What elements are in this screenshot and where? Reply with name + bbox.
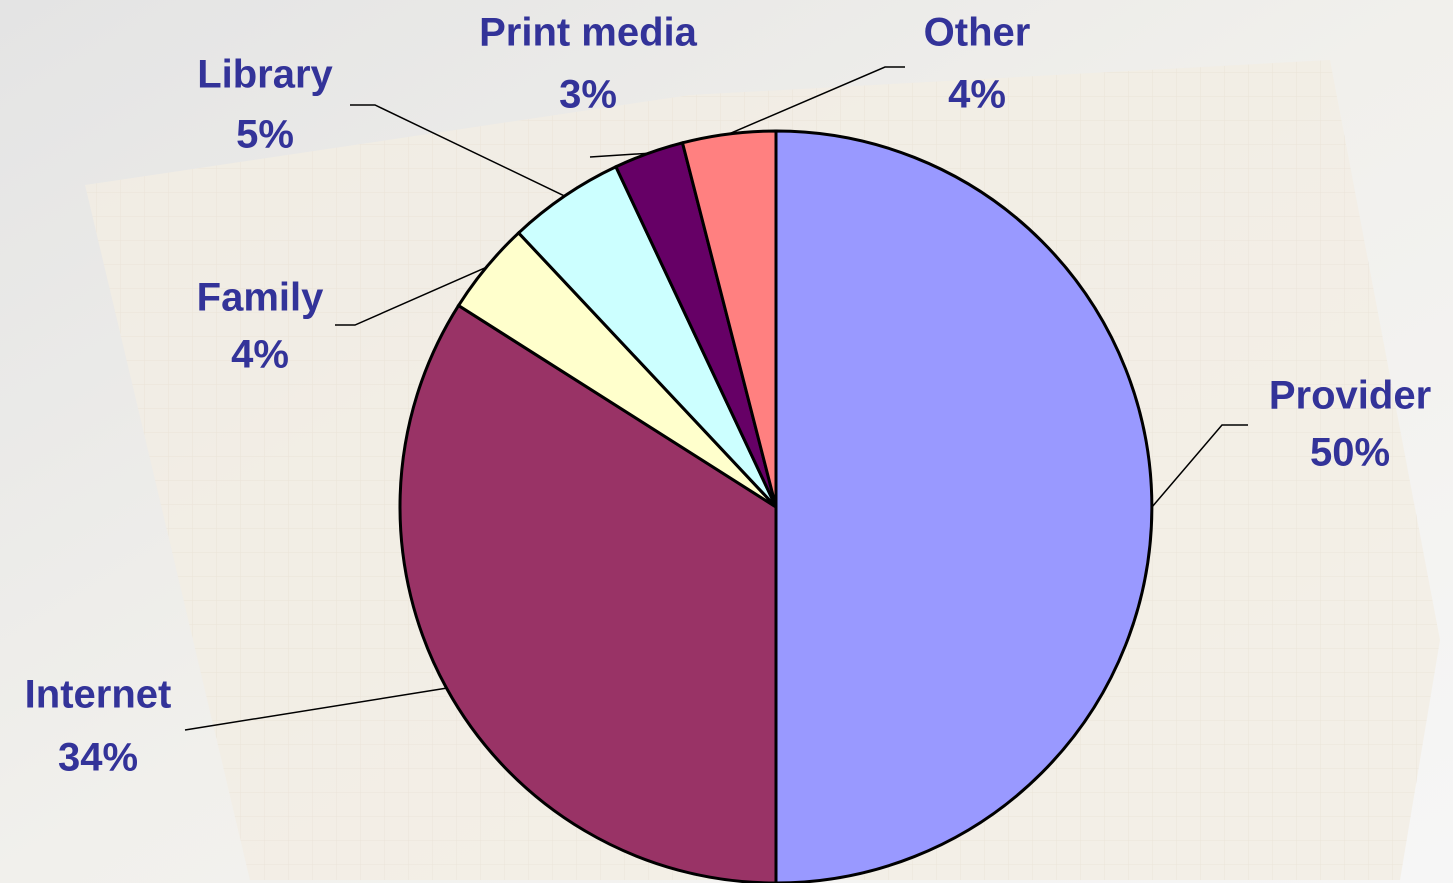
slice-label: Other (924, 11, 1031, 55)
leader-line (728, 66, 905, 135)
leader-line (350, 104, 565, 197)
slice-label: Library (197, 53, 333, 97)
leader-line (184, 687, 447, 731)
pie (398, 129, 1154, 883)
slice-value-label: 3% (559, 73, 617, 117)
slice-label: Print media (479, 11, 698, 55)
slice-label: Provider (1269, 374, 1431, 418)
slice-value-label: 4% (948, 73, 1006, 117)
pie-slice (398, 303, 778, 883)
slice-value-label: 34% (58, 736, 138, 780)
leader-line (589, 152, 649, 158)
slice-value-label: 50% (1310, 431, 1390, 475)
leader-line (335, 266, 487, 326)
slice-label: Family (197, 276, 324, 320)
slice-label: Internet (25, 673, 172, 717)
slice-value-label: 5% (236, 113, 294, 157)
slice-value-label: 4% (231, 333, 289, 377)
leader-line (1151, 424, 1248, 508)
